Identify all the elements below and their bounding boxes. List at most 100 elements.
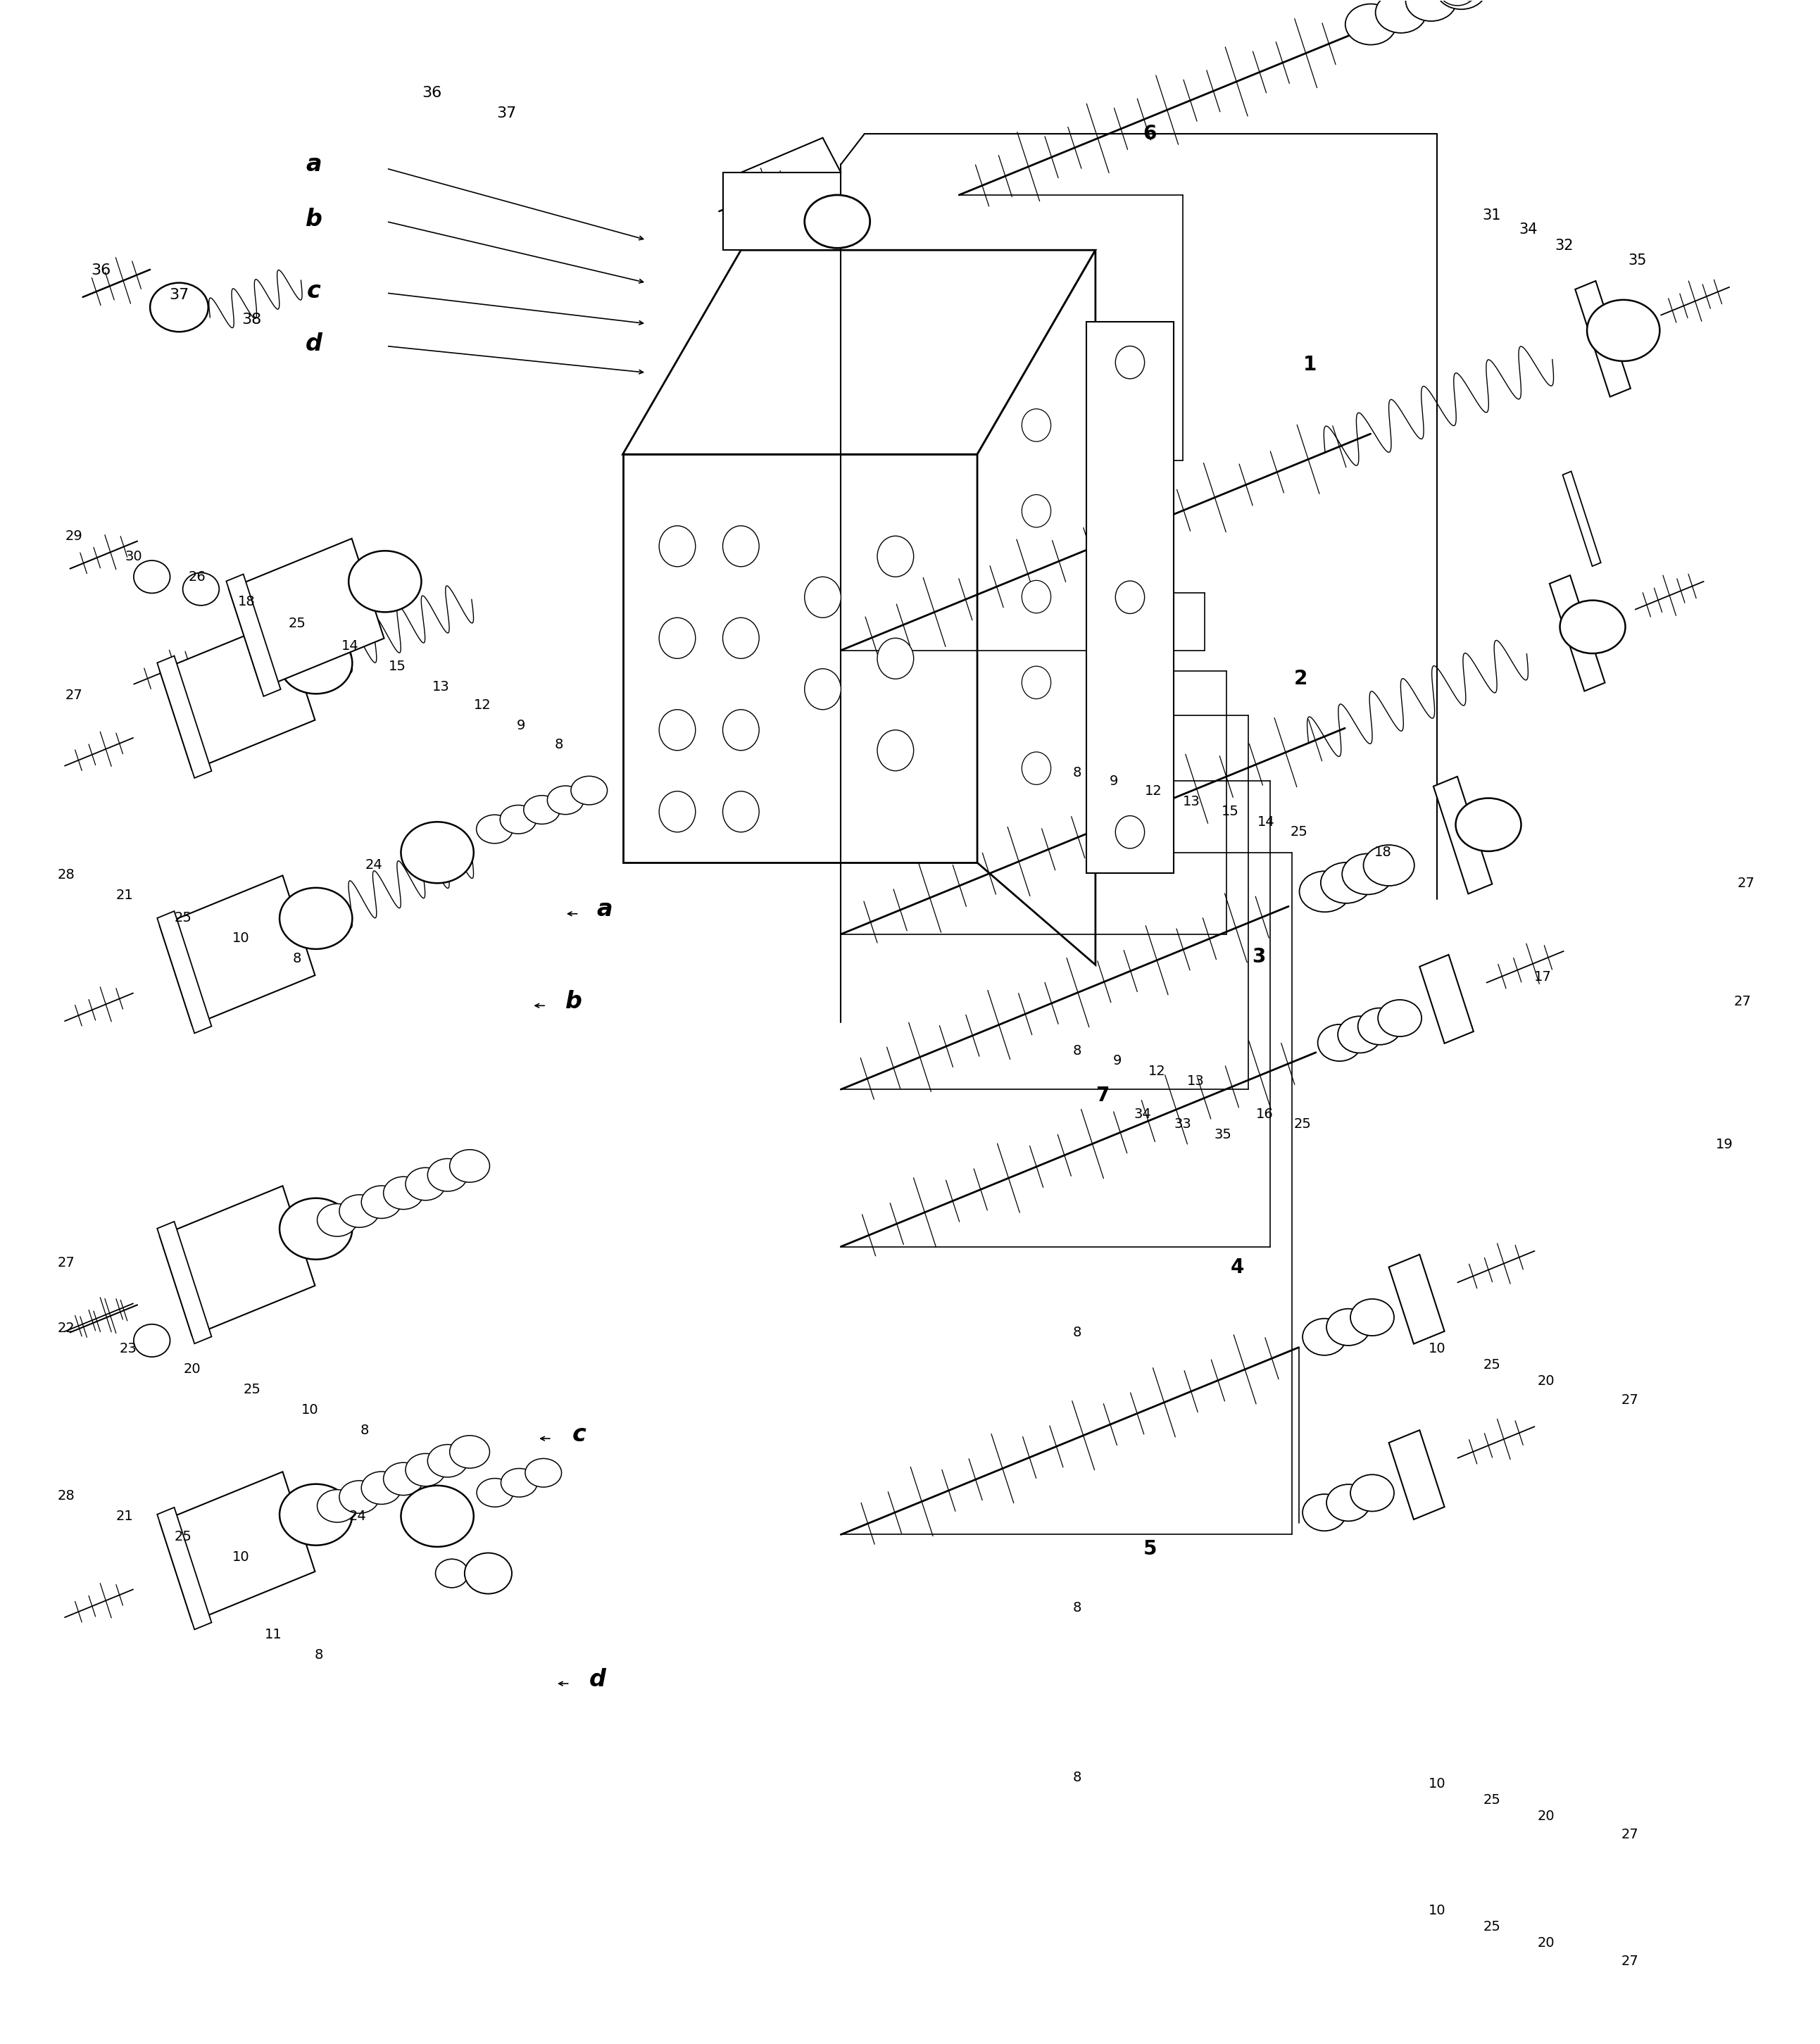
Ellipse shape (877, 638, 914, 679)
Ellipse shape (1021, 580, 1050, 613)
Ellipse shape (362, 1472, 402, 1504)
Text: 36: 36 (422, 86, 442, 100)
Polygon shape (229, 538, 384, 689)
Ellipse shape (501, 805, 537, 834)
Text: c: c (571, 1423, 586, 1445)
Ellipse shape (1321, 863, 1372, 903)
Ellipse shape (133, 560, 169, 593)
Polygon shape (1389, 1431, 1445, 1519)
Polygon shape (622, 249, 1096, 454)
Ellipse shape (1299, 871, 1350, 912)
Ellipse shape (571, 777, 608, 805)
Bar (723, 172, 841, 249)
Polygon shape (622, 454, 977, 863)
Text: 25: 25 (289, 617, 306, 630)
Text: 25: 25 (1483, 1919, 1500, 1934)
Text: 24: 24 (366, 858, 382, 871)
Text: 37: 37 (169, 288, 189, 303)
Text: 9: 9 (517, 719, 526, 732)
Text: 10: 10 (1429, 1776, 1445, 1791)
Text: 18: 18 (238, 595, 255, 607)
Text: 8: 8 (315, 1647, 324, 1662)
Ellipse shape (428, 1445, 468, 1478)
Ellipse shape (877, 730, 914, 771)
Text: a: a (597, 897, 613, 922)
Ellipse shape (149, 282, 207, 331)
Text: 33: 33 (1174, 1118, 1192, 1130)
Ellipse shape (1021, 495, 1050, 527)
Ellipse shape (406, 1167, 446, 1200)
Ellipse shape (1116, 816, 1145, 848)
Ellipse shape (659, 791, 695, 832)
Bar (1087, 321, 1174, 873)
Text: 27: 27 (1738, 877, 1754, 889)
Text: 25: 25 (1294, 1118, 1312, 1130)
Text: 17: 17 (1534, 971, 1551, 983)
Ellipse shape (548, 785, 584, 814)
Text: 15: 15 (1221, 805, 1239, 818)
Text: 13: 13 (431, 681, 450, 693)
Ellipse shape (524, 795, 561, 824)
Polygon shape (1434, 777, 1492, 893)
Ellipse shape (1116, 345, 1145, 378)
Polygon shape (1420, 955, 1474, 1042)
Text: 37: 37 (497, 106, 517, 121)
Ellipse shape (280, 1198, 353, 1259)
Ellipse shape (339, 1196, 379, 1226)
Ellipse shape (877, 536, 914, 576)
Ellipse shape (501, 1468, 537, 1496)
Text: 14: 14 (342, 640, 359, 652)
Ellipse shape (1021, 666, 1050, 699)
Text: 12: 12 (1148, 1065, 1167, 1077)
Text: 10: 10 (1429, 1903, 1445, 1917)
Text: 27: 27 (1622, 1394, 1638, 1406)
Ellipse shape (406, 1453, 446, 1486)
Polygon shape (157, 912, 211, 1032)
Ellipse shape (477, 816, 513, 844)
Text: 28: 28 (58, 869, 75, 881)
Ellipse shape (280, 1484, 353, 1545)
Text: 27: 27 (66, 689, 82, 701)
Polygon shape (1549, 574, 1605, 691)
Ellipse shape (723, 709, 759, 750)
Text: 18: 18 (1374, 846, 1392, 858)
Text: 8: 8 (293, 953, 302, 965)
Text: 35: 35 (1214, 1128, 1232, 1141)
Text: d: d (590, 1668, 606, 1690)
Ellipse shape (804, 576, 841, 617)
Ellipse shape (317, 1204, 357, 1237)
Polygon shape (157, 1222, 211, 1343)
Ellipse shape (362, 1186, 402, 1218)
Ellipse shape (1378, 1000, 1421, 1036)
Polygon shape (1574, 280, 1631, 397)
Ellipse shape (384, 1177, 424, 1210)
Text: 20: 20 (1538, 1936, 1554, 1950)
Text: 8: 8 (555, 738, 564, 750)
Ellipse shape (339, 1480, 379, 1513)
Ellipse shape (349, 550, 422, 611)
Ellipse shape (1318, 1024, 1361, 1061)
Ellipse shape (723, 525, 759, 566)
Ellipse shape (804, 668, 841, 709)
Text: 4: 4 (1230, 1257, 1245, 1278)
Ellipse shape (1338, 1016, 1381, 1053)
Text: 8: 8 (1074, 1044, 1081, 1057)
Text: 31: 31 (1483, 208, 1501, 223)
Ellipse shape (1440, 0, 1476, 6)
Polygon shape (160, 619, 315, 771)
Text: 3: 3 (1252, 946, 1267, 967)
Ellipse shape (659, 617, 695, 658)
Ellipse shape (450, 1149, 490, 1181)
Ellipse shape (1303, 1318, 1347, 1355)
Ellipse shape (400, 822, 473, 883)
Ellipse shape (317, 1490, 357, 1523)
Text: 16: 16 (1256, 1108, 1274, 1120)
Polygon shape (160, 1472, 315, 1621)
Ellipse shape (1350, 1300, 1394, 1335)
Polygon shape (1389, 1255, 1445, 1343)
Ellipse shape (1021, 409, 1050, 442)
Ellipse shape (182, 572, 218, 605)
Text: 27: 27 (58, 1257, 75, 1269)
Text: b: b (566, 989, 582, 1014)
Ellipse shape (1327, 1308, 1370, 1345)
